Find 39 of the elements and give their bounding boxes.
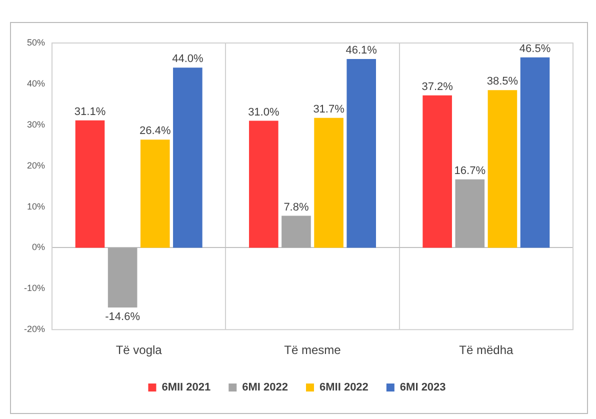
bar	[422, 95, 452, 248]
bar	[140, 140, 170, 248]
data-label: 31.0%	[248, 106, 280, 118]
data-label: 7.8%	[284, 201, 309, 214]
y-tick-label: 10%	[26, 201, 46, 212]
x-tick-label: Të mesme	[284, 343, 342, 358]
y-tick-label: -20%	[24, 324, 46, 334]
y-tick-label: 0%	[32, 242, 46, 252]
bar	[488, 90, 518, 248]
data-label: 31.7%	[313, 103, 345, 116]
data-label: 16.7%	[454, 164, 486, 177]
data-label: 37.2%	[422, 80, 454, 93]
data-label: 44.0%	[172, 53, 204, 66]
bar	[282, 216, 311, 248]
bar	[314, 118, 344, 248]
bar	[346, 58, 376, 248]
bar	[173, 68, 202, 248]
data-label: 46.5%	[519, 42, 551, 55]
legend-label: 6MII 2021	[162, 382, 211, 394]
bar	[455, 179, 485, 248]
y-tick-label: 30%	[26, 119, 46, 130]
x-tick-label: Të vogla	[116, 343, 162, 358]
y-tick-label: 20%	[26, 160, 46, 170]
legend-label: 6MII 2022	[320, 382, 368, 394]
bar	[520, 57, 550, 248]
bar	[249, 120, 278, 248]
data-label: 26.4%	[140, 125, 171, 138]
y-tick-label: -10%	[24, 283, 46, 294]
y-tick-label: 40%	[26, 78, 46, 88]
data-label: 31.1%	[74, 106, 106, 118]
data-label: 38.5%	[486, 76, 518, 88]
y-tick-label: 50%	[26, 37, 46, 48]
bar	[75, 120, 105, 248]
bar	[108, 248, 138, 308]
data-label: -14.6%	[105, 311, 140, 324]
data-label: 46.1%	[346, 44, 378, 56]
legend-label: 6MI 2023	[400, 382, 446, 394]
x-tick-label: Të mëdha	[459, 343, 514, 358]
legend-label: 6MI 2022	[242, 382, 288, 394]
